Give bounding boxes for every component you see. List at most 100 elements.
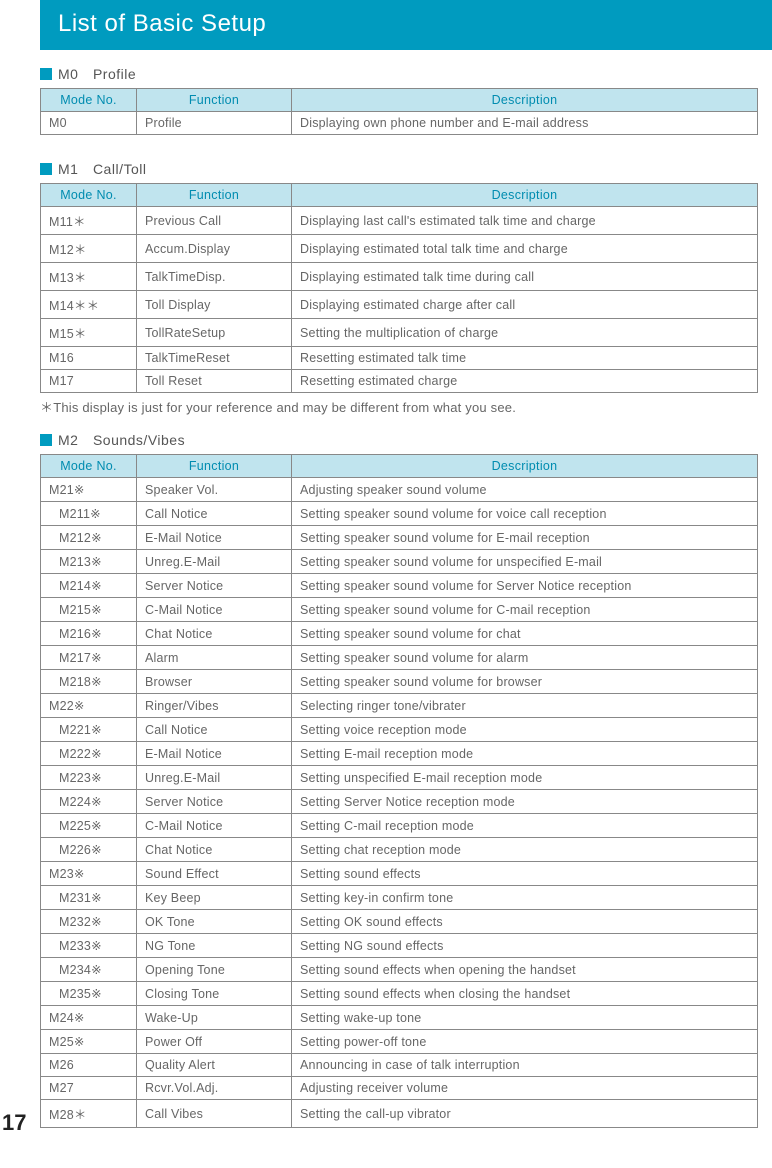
cell-function: Server Notice [137,790,292,814]
cell-function: Call Notice [137,502,292,526]
table-row: M221※Call NoticeSetting voice reception … [41,718,758,742]
table-row: M22※Ringer/VibesSelecting ringer tone/vi… [41,694,758,718]
cell-function: Server Notice [137,574,292,598]
table-header-mode: Mode No. [41,89,137,112]
cell-description: Setting the call-up vibrator [292,1100,758,1128]
cell-mode: M216※ [41,622,137,646]
table-header-mode: Mode No. [41,184,137,207]
section-bullet-icon [40,68,52,80]
cell-description: Setting speaker sound volume for unspeci… [292,550,758,574]
cell-mode: M223※ [41,766,137,790]
cell-description: Selecting ringer tone/vibrater [292,694,758,718]
cell-function: Unreg.E-Mail [137,766,292,790]
cell-description: Setting speaker sound volume for chat [292,622,758,646]
cell-mode: M235※ [41,982,137,1006]
cell-function: Toll Display [137,291,292,319]
cell-description: Setting power-off tone [292,1030,758,1054]
cell-mode: M214※ [41,574,137,598]
cell-function: Power Off [137,1030,292,1054]
cell-description: Setting NG sound effects [292,934,758,958]
cell-mode: M24※ [41,1006,137,1030]
cell-function: NG Tone [137,934,292,958]
cell-mode: M23※ [41,862,137,886]
table-row: M223※Unreg.E-MailSetting unspecified E-m… [41,766,758,790]
cell-mode: M213※ [41,550,137,574]
cell-mode: M217※ [41,646,137,670]
table-row: M234※Opening ToneSetting sound effects w… [41,958,758,982]
table-row: M16TalkTimeResetResetting estimated talk… [41,347,758,370]
cell-description: Setting the multiplication of charge [292,319,758,347]
cell-function: Call Vibes [137,1100,292,1128]
cell-function: Chat Notice [137,838,292,862]
cell-description: Adjusting receiver volume [292,1077,758,1100]
cell-function: OK Tone [137,910,292,934]
cell-mode: M215※ [41,598,137,622]
table-row: M235※Closing ToneSetting sound effects w… [41,982,758,1006]
cell-function: Previous Call [137,207,292,235]
page-number: 17 [2,1110,26,1136]
table-row: M217※AlarmSetting speaker sound volume f… [41,646,758,670]
cell-function: Speaker Vol. [137,478,292,502]
cell-mode: M222※ [41,742,137,766]
cell-mode: M225※ [41,814,137,838]
cell-function: C-Mail Notice [137,598,292,622]
table-header-func: Function [137,455,292,478]
cell-description: Setting C-mail reception mode [292,814,758,838]
cell-function: Chat Notice [137,622,292,646]
cell-mode: M15＊ [41,319,137,347]
cell-mode: M14＊＊ [41,291,137,319]
cell-description: Setting speaker sound volume for voice c… [292,502,758,526]
setup-table: Mode No.FunctionDescriptionM21※Speaker V… [40,454,758,1128]
table-row: M24※Wake-UpSetting wake-up tone [41,1006,758,1030]
table-row: M215※C-Mail NoticeSetting speaker sound … [41,598,758,622]
section-label: M0 Profile [58,64,136,84]
table-row: M218※BrowserSetting speaker sound volume… [41,670,758,694]
cell-mode: M233※ [41,934,137,958]
cell-description: Displaying last call's estimated talk ti… [292,207,758,235]
table-row: M14＊＊Toll DisplayDisplaying estimated ch… [41,291,758,319]
cell-function: Quality Alert [137,1054,292,1077]
table-row: M26Quality AlertAnnouncing in case of ta… [41,1054,758,1077]
table-header-desc: Description [292,89,758,112]
cell-function: TalkTimeDisp. [137,263,292,291]
section-label: M1 Call/Toll [58,159,146,179]
table-row: M28＊Call VibesSetting the call-up vibrat… [41,1100,758,1128]
cell-function: Opening Tone [137,958,292,982]
cell-mode: M22※ [41,694,137,718]
table-row: M211※Call NoticeSetting speaker sound vo… [41,502,758,526]
cell-description: Resetting estimated talk time [292,347,758,370]
section-label: M2 Sounds/Vibes [58,430,185,450]
cell-function: Toll Reset [137,370,292,393]
cell-description: Setting speaker sound volume for E-mail … [292,526,758,550]
cell-mode: M211※ [41,502,137,526]
table-row: M233※NG ToneSetting NG sound effects [41,934,758,958]
cell-function: Profile [137,112,292,135]
setup-table: Mode No.FunctionDescriptionM0ProfileDisp… [40,88,758,135]
cell-mode: M232※ [41,910,137,934]
cell-description: Setting key-in confirm tone [292,886,758,910]
cell-function: Call Notice [137,718,292,742]
table-row: M13＊TalkTimeDisp.Displaying estimated ta… [41,263,758,291]
cell-description: Displaying estimated charge after call [292,291,758,319]
cell-function: Accum.Display [137,235,292,263]
cell-description: Setting voice reception mode [292,718,758,742]
cell-description: Setting E-mail reception mode [292,742,758,766]
table-row: M27Rcvr.Vol.Adj.Adjusting receiver volum… [41,1077,758,1100]
cell-mode: M226※ [41,838,137,862]
cell-mode: M17 [41,370,137,393]
cell-mode: M218※ [41,670,137,694]
cell-mode: M224※ [41,790,137,814]
cell-mode: M25※ [41,1030,137,1054]
cell-mode: M231※ [41,886,137,910]
table-row: M225※C-Mail NoticeSetting C-mail recepti… [41,814,758,838]
table-header-desc: Description [292,455,758,478]
cell-description: Setting speaker sound volume for Server … [292,574,758,598]
table-row: M222※E-Mail NoticeSetting E-mail recepti… [41,742,758,766]
cell-function: Browser [137,670,292,694]
cell-description: Setting chat reception mode [292,838,758,862]
cell-description: Setting Server Notice reception mode [292,790,758,814]
cell-mode: M27 [41,1077,137,1100]
cell-description: Displaying own phone number and E-mail a… [292,112,758,135]
cell-function: TollRateSetup [137,319,292,347]
table-row: M12＊Accum.DisplayDisplaying estimated to… [41,235,758,263]
